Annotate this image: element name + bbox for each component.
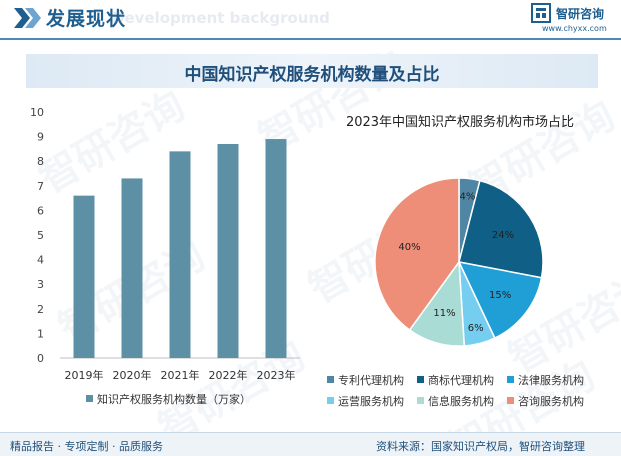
bar (265, 139, 287, 358)
page-title: 发展现状 (46, 8, 127, 30)
legend-label: 商标代理机构 (428, 373, 494, 387)
pie-data-label: 11% (433, 308, 455, 319)
y-tick-label: 1 (37, 327, 44, 340)
legend-swatch (417, 376, 424, 383)
legend-label: 知识产权服务机构数量（万家） (97, 392, 251, 406)
x-tick-label: 2019年 (65, 368, 104, 382)
legend-label: 咨询服务机构 (518, 394, 584, 408)
legend-label: 专利代理机构 (338, 373, 404, 387)
footer-slogan: 精品报告 · 专项定制 · 品质服务 (10, 440, 163, 453)
x-tick-label: 2023年 (257, 368, 296, 382)
pie-slices (374, 177, 544, 347)
pie-data-label: 6% (468, 323, 484, 334)
y-tick-label: 4 (37, 254, 44, 267)
pie-data-label: 4% (459, 191, 475, 202)
bar (121, 178, 143, 358)
pie-data-labels: 4% 24% 15% 6% 11% 40% (398, 191, 514, 334)
y-tick-label: 9 (37, 131, 44, 144)
legend-swatch (327, 397, 334, 404)
pie-data-label: 15% (489, 290, 511, 301)
pie-data-label: 40% (398, 242, 420, 253)
page-subtitle: Development background (112, 9, 330, 27)
pie-slice (374, 177, 460, 332)
pie-slice (458, 179, 544, 279)
bar (217, 143, 239, 358)
y-tick-label: 5 (37, 229, 44, 242)
brand-logo-icon (531, 3, 551, 23)
legend-swatch (507, 397, 514, 404)
pie-title: 2023年中国知识产权服务机构市场占比 (346, 114, 574, 130)
pie-chart: 2023年中国知识产权服务机构市场占比 4% 24% 15% 6% 11% 40% 专利代… (327, 114, 584, 408)
legend-swatch (327, 376, 334, 383)
x-tick-label: 2021年 (161, 368, 200, 382)
y-tick-label: 6 (37, 204, 44, 217)
bar (169, 151, 191, 358)
legend-label: 运营服务机构 (338, 394, 404, 408)
x-axis-labels: 2019年 2020年 2021年 2022年 2023年 (65, 368, 296, 382)
x-tick-label: 2020年 (113, 368, 152, 382)
data-source: 资料来源：国家知识产权局，智研咨询整理 (376, 440, 585, 453)
bar-series (73, 139, 287, 358)
double-chevron-icon (14, 8, 41, 28)
bar-legend: 知识产权服务机构数量（万家） (86, 392, 251, 406)
pie-title-line: 2023年中国知识产权服务机构市场占比 (346, 114, 574, 130)
y-tick-label: 3 (37, 278, 44, 291)
legend-label: 法律服务机构 (518, 373, 584, 387)
y-tick-label: 7 (37, 180, 44, 193)
y-tick-label: 0 (37, 352, 44, 365)
brand-url[interactable]: www.chyxx.com (542, 24, 607, 33)
pie-data-label: 24% (492, 230, 514, 241)
brand-name: 智研咨询 (556, 7, 605, 21)
chart-banner: 中国知识产权服务机构数量及占比 (26, 54, 598, 88)
legend-label: 信息服务机构 (428, 394, 494, 408)
legend-swatch (417, 397, 424, 404)
page-footer: 精品报告 · 专项定制 · 品质服务 资料来源：国家知识产权局，智研咨询整理 (0, 432, 621, 456)
bar-chart: 0 1 2 3 4 5 6 7 8 9 10 2019年 2020年 2021年 2022年 2023年 知… (30, 106, 300, 406)
x-tick-label: 2022年 (209, 368, 248, 382)
y-tick-label: 2 (37, 303, 44, 316)
pie-slice (457, 260, 543, 340)
legend-swatch (507, 376, 514, 383)
page-header: 发展现状 Development background 智研咨询 www.chy… (0, 0, 621, 40)
bar (73, 195, 95, 358)
banner-title: 中国知识产权服务机构数量及占比 (184, 65, 440, 85)
y-axis: 0 1 2 3 4 5 6 7 8 9 10 (30, 106, 44, 365)
y-tick-label: 10 (30, 106, 44, 119)
y-tick-label: 8 (37, 155, 44, 168)
header-divider (0, 38, 621, 40)
legend-swatch (86, 395, 93, 402)
